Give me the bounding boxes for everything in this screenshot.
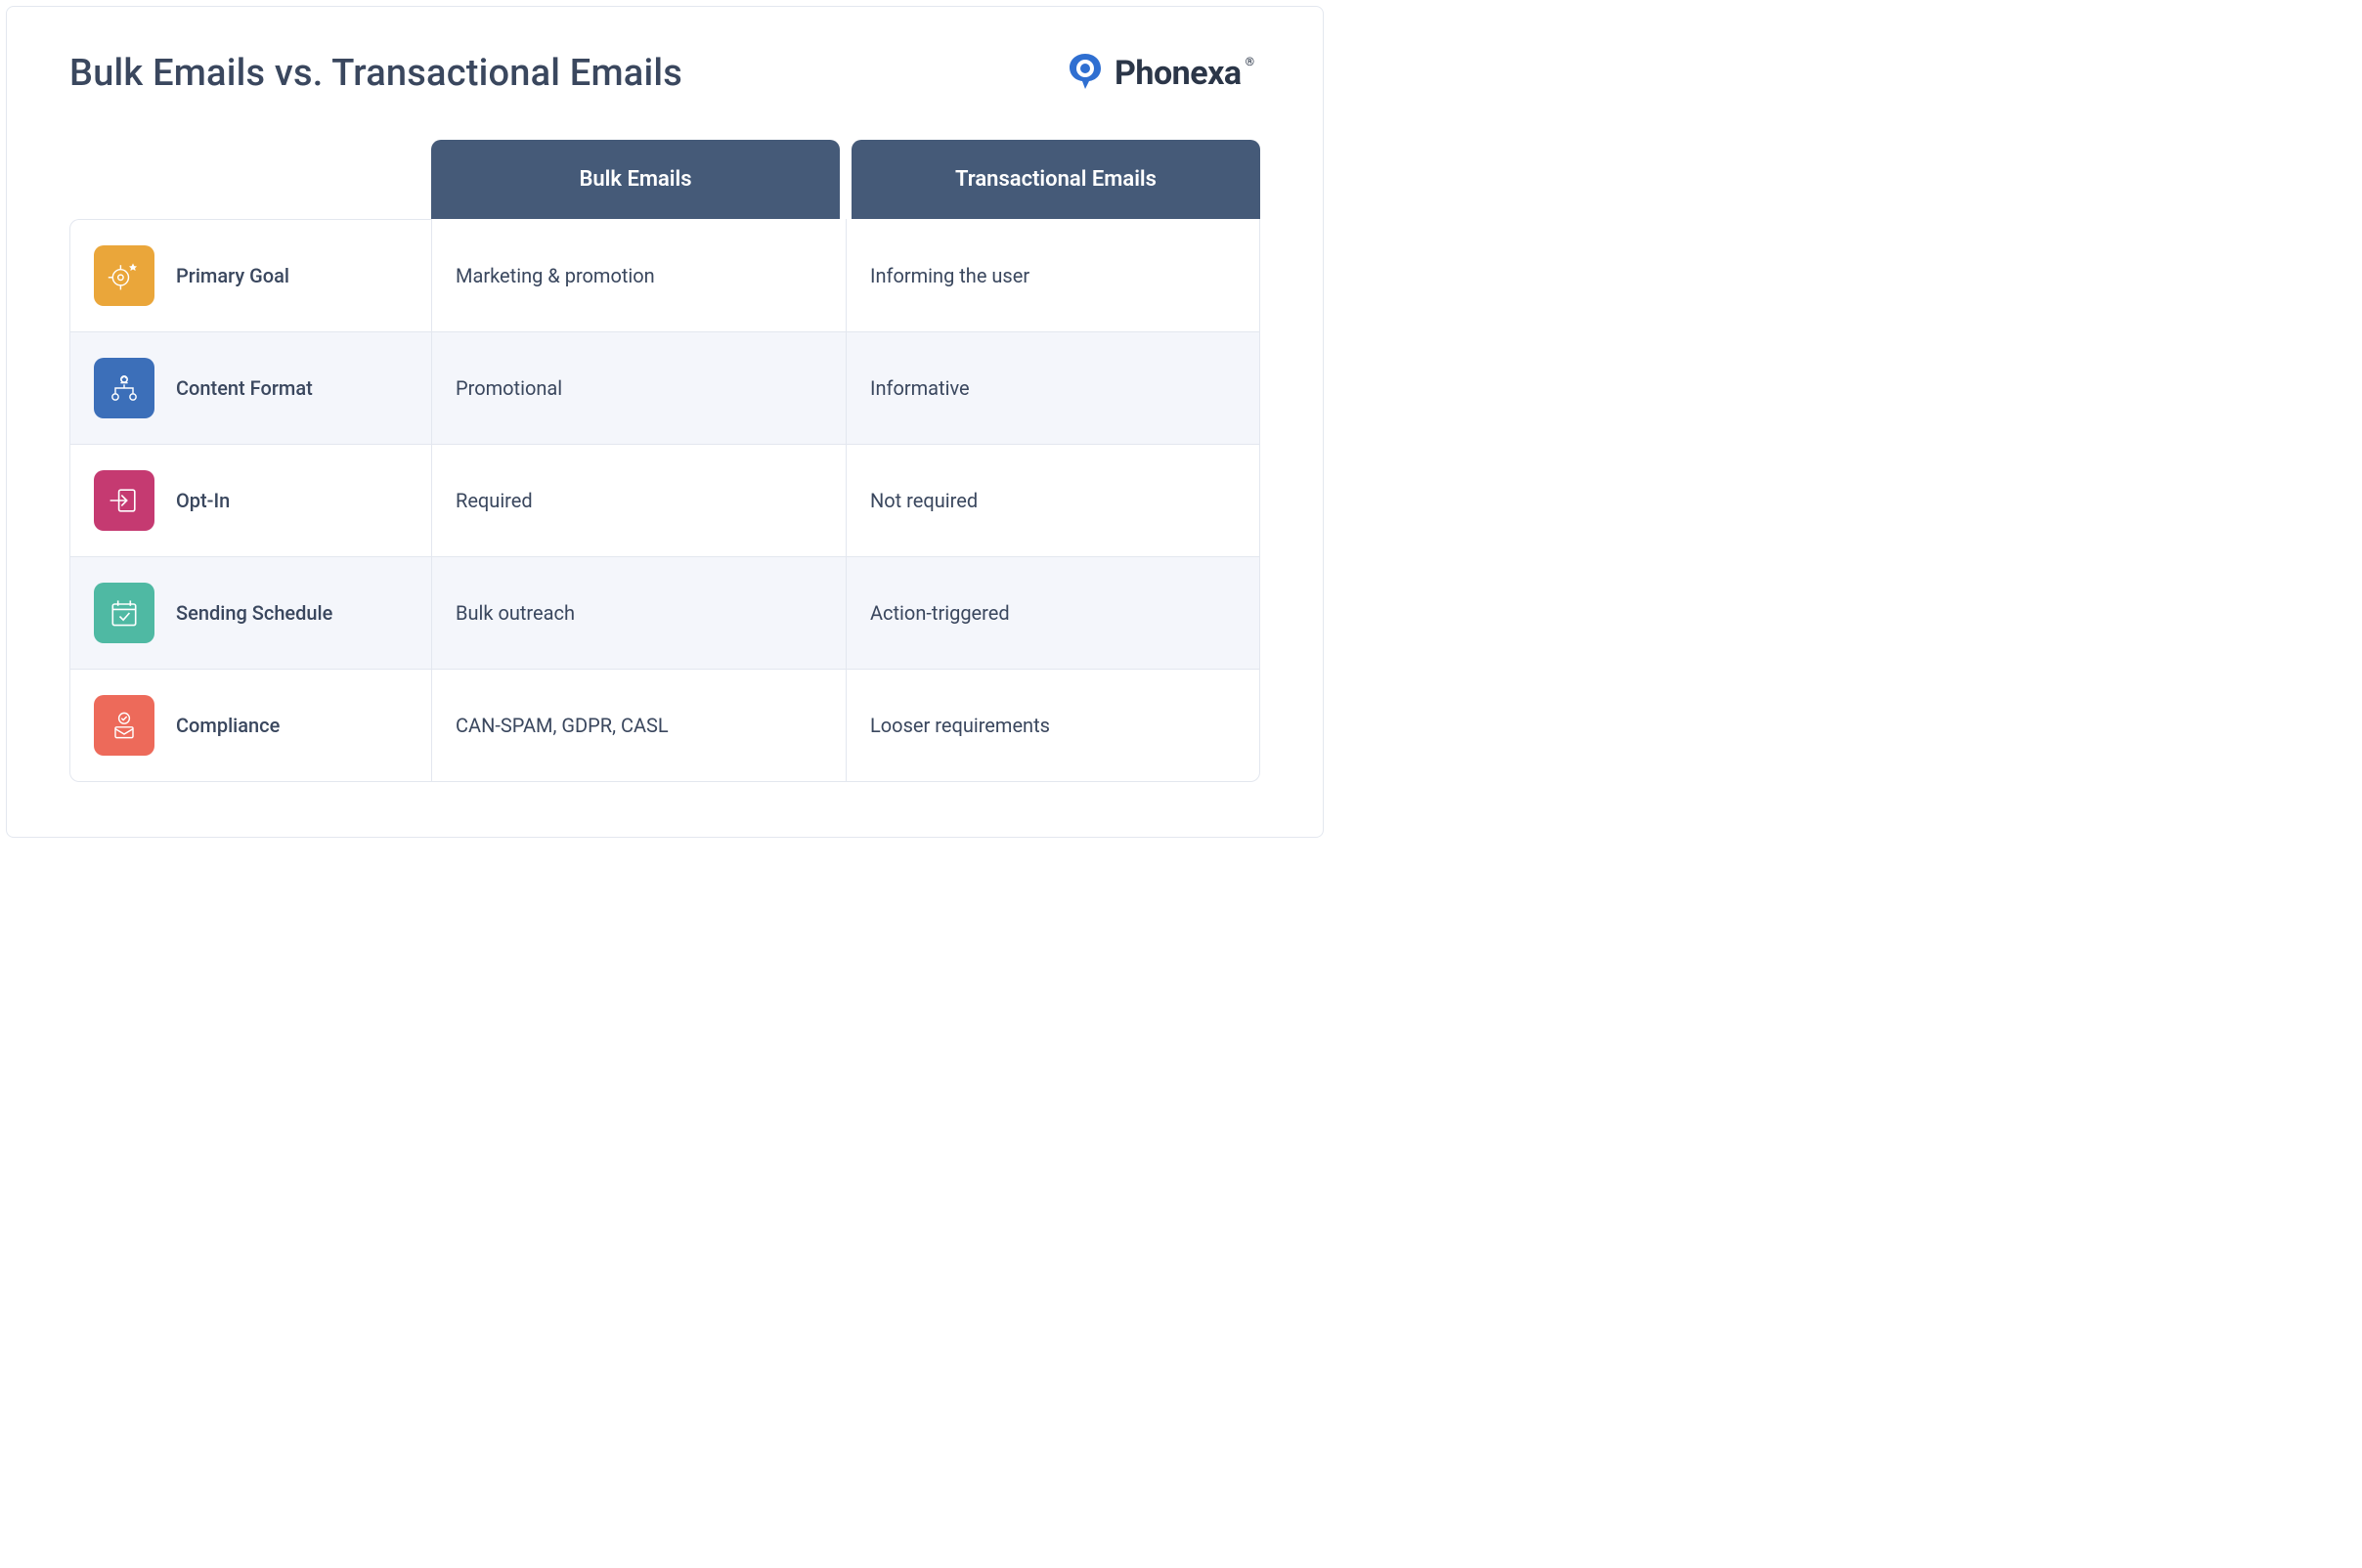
cell-bulk: Marketing & promotion	[431, 219, 846, 332]
column-header-transactional: Transactional Emails	[852, 140, 1260, 219]
header-gap	[840, 140, 852, 219]
row-label-text: Content Format	[176, 376, 313, 400]
cell-bulk: CAN-SPAM, GDPR, CASL	[431, 670, 846, 782]
brand-name: Phonexa	[1115, 54, 1242, 93]
brand-logo: Phonexa ®	[1066, 52, 1260, 95]
row-label: Sending Schedule	[69, 557, 431, 670]
phonexa-mark-icon	[1066, 52, 1105, 95]
row-label-text: Primary Goal	[176, 264, 289, 287]
cell-bulk: Promotional	[431, 332, 846, 445]
row-label: Opt-In	[69, 445, 431, 557]
comparison-table: Primary Goal Marketing & promotionInformi…	[69, 219, 1260, 782]
cell-transactional: Informing the user	[846, 219, 1260, 332]
column-headers: Bulk Emails Transactional Emails	[69, 140, 1260, 219]
row-label: Content Format	[69, 332, 431, 445]
header-spacer	[69, 140, 431, 219]
cell-bulk: Bulk outreach	[431, 557, 846, 670]
check-mail-icon	[94, 695, 154, 756]
row-label-text: Compliance	[176, 714, 280, 737]
org-chart-icon	[94, 358, 154, 418]
arrow-in-icon	[94, 470, 154, 531]
comparison-card: Bulk Emails vs. Transactional Emails Pho…	[6, 6, 1324, 838]
calendar-check-icon	[94, 583, 154, 643]
target-star-icon	[94, 245, 154, 306]
page-title: Bulk Emails vs. Transactional Emails	[69, 52, 682, 95]
brand-registered: ®	[1246, 55, 1254, 68]
cell-bulk: Required	[431, 445, 846, 557]
cell-transactional: Informative	[846, 332, 1260, 445]
row-label: Compliance	[69, 670, 431, 782]
row-label-text: Sending Schedule	[176, 601, 332, 625]
cell-transactional: Action-triggered	[846, 557, 1260, 670]
row-label: Primary Goal	[69, 219, 431, 332]
row-label-text: Opt-In	[176, 489, 230, 512]
header-row: Bulk Emails vs. Transactional Emails Pho…	[69, 52, 1260, 95]
cell-transactional: Not required	[846, 445, 1260, 557]
column-header-bulk: Bulk Emails	[431, 140, 840, 219]
cell-transactional: Looser requirements	[846, 670, 1260, 782]
